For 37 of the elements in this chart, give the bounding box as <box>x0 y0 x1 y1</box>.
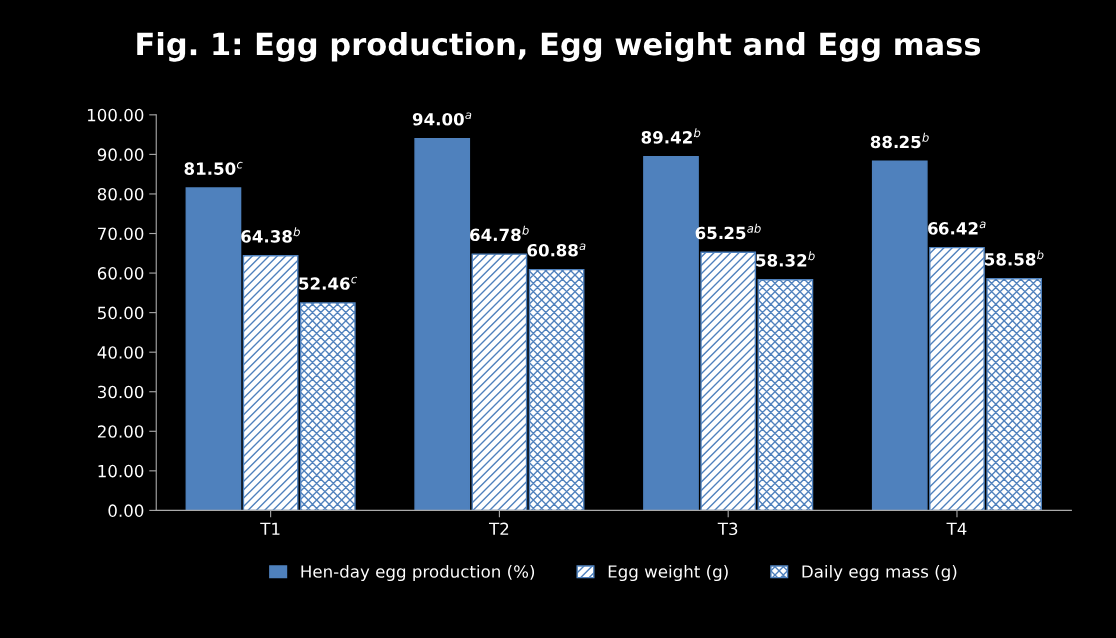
y-tick-label: 20.00 <box>97 425 144 438</box>
x-tick-label: T3 <box>717 522 738 536</box>
chart-title: Fig. 1: Egg production, Egg weight and Egg mass <box>137 31 981 62</box>
y-tick-label: 70.00 <box>98 227 144 241</box>
data-label: 66.42$^{a}$ <box>928 221 986 235</box>
bar <box>299 302 356 511</box>
data-label: 94.00$^{a}$ <box>412 112 472 126</box>
x-tick-label: T4 <box>946 522 967 535</box>
data-label: 64.38$^{b}$ <box>241 227 300 243</box>
x-tick-label: T2 <box>488 522 509 535</box>
x-tick-label: T1 <box>260 522 280 535</box>
data-label: 52.46$^{c}$ <box>299 276 358 290</box>
y-tick-label: 0.00 <box>108 504 144 517</box>
y-tick-label: 50.00 <box>98 306 144 320</box>
legend-label: Hen-day egg production (%) <box>301 564 535 582</box>
y-tick-label: 40.00 <box>97 346 144 359</box>
bar <box>471 253 528 511</box>
y-tick-label: 30.00 <box>97 385 144 399</box>
data-label: 58.58$^{b}$ <box>985 250 1044 266</box>
data-label: 89.42$^{b}$ <box>641 128 701 144</box>
legend-label: Daily egg mass (g) <box>802 564 957 582</box>
y-tick-label: 90.00 <box>97 148 144 161</box>
bar <box>185 187 242 511</box>
y-tick-label: 60.00 <box>97 267 144 280</box>
data-label: 60.88$^{a}$ <box>527 243 586 257</box>
bar <box>528 268 585 511</box>
y-tick-label: 10.00 <box>98 464 144 478</box>
legend-label: Egg weight (g) <box>608 564 728 582</box>
data-label: 58.32$^{b}$ <box>756 251 815 267</box>
bar <box>242 255 299 511</box>
y-tick-label: 80.00 <box>97 187 144 201</box>
y-tick-label: 100.00 <box>87 108 144 122</box>
data-label: 88.25$^{b}$ <box>870 132 929 149</box>
data-label: 64.78$^{b}$ <box>470 225 529 242</box>
data-label: 81.50$^{c}$ <box>184 161 243 175</box>
bar <box>414 137 471 511</box>
bar <box>757 279 814 511</box>
